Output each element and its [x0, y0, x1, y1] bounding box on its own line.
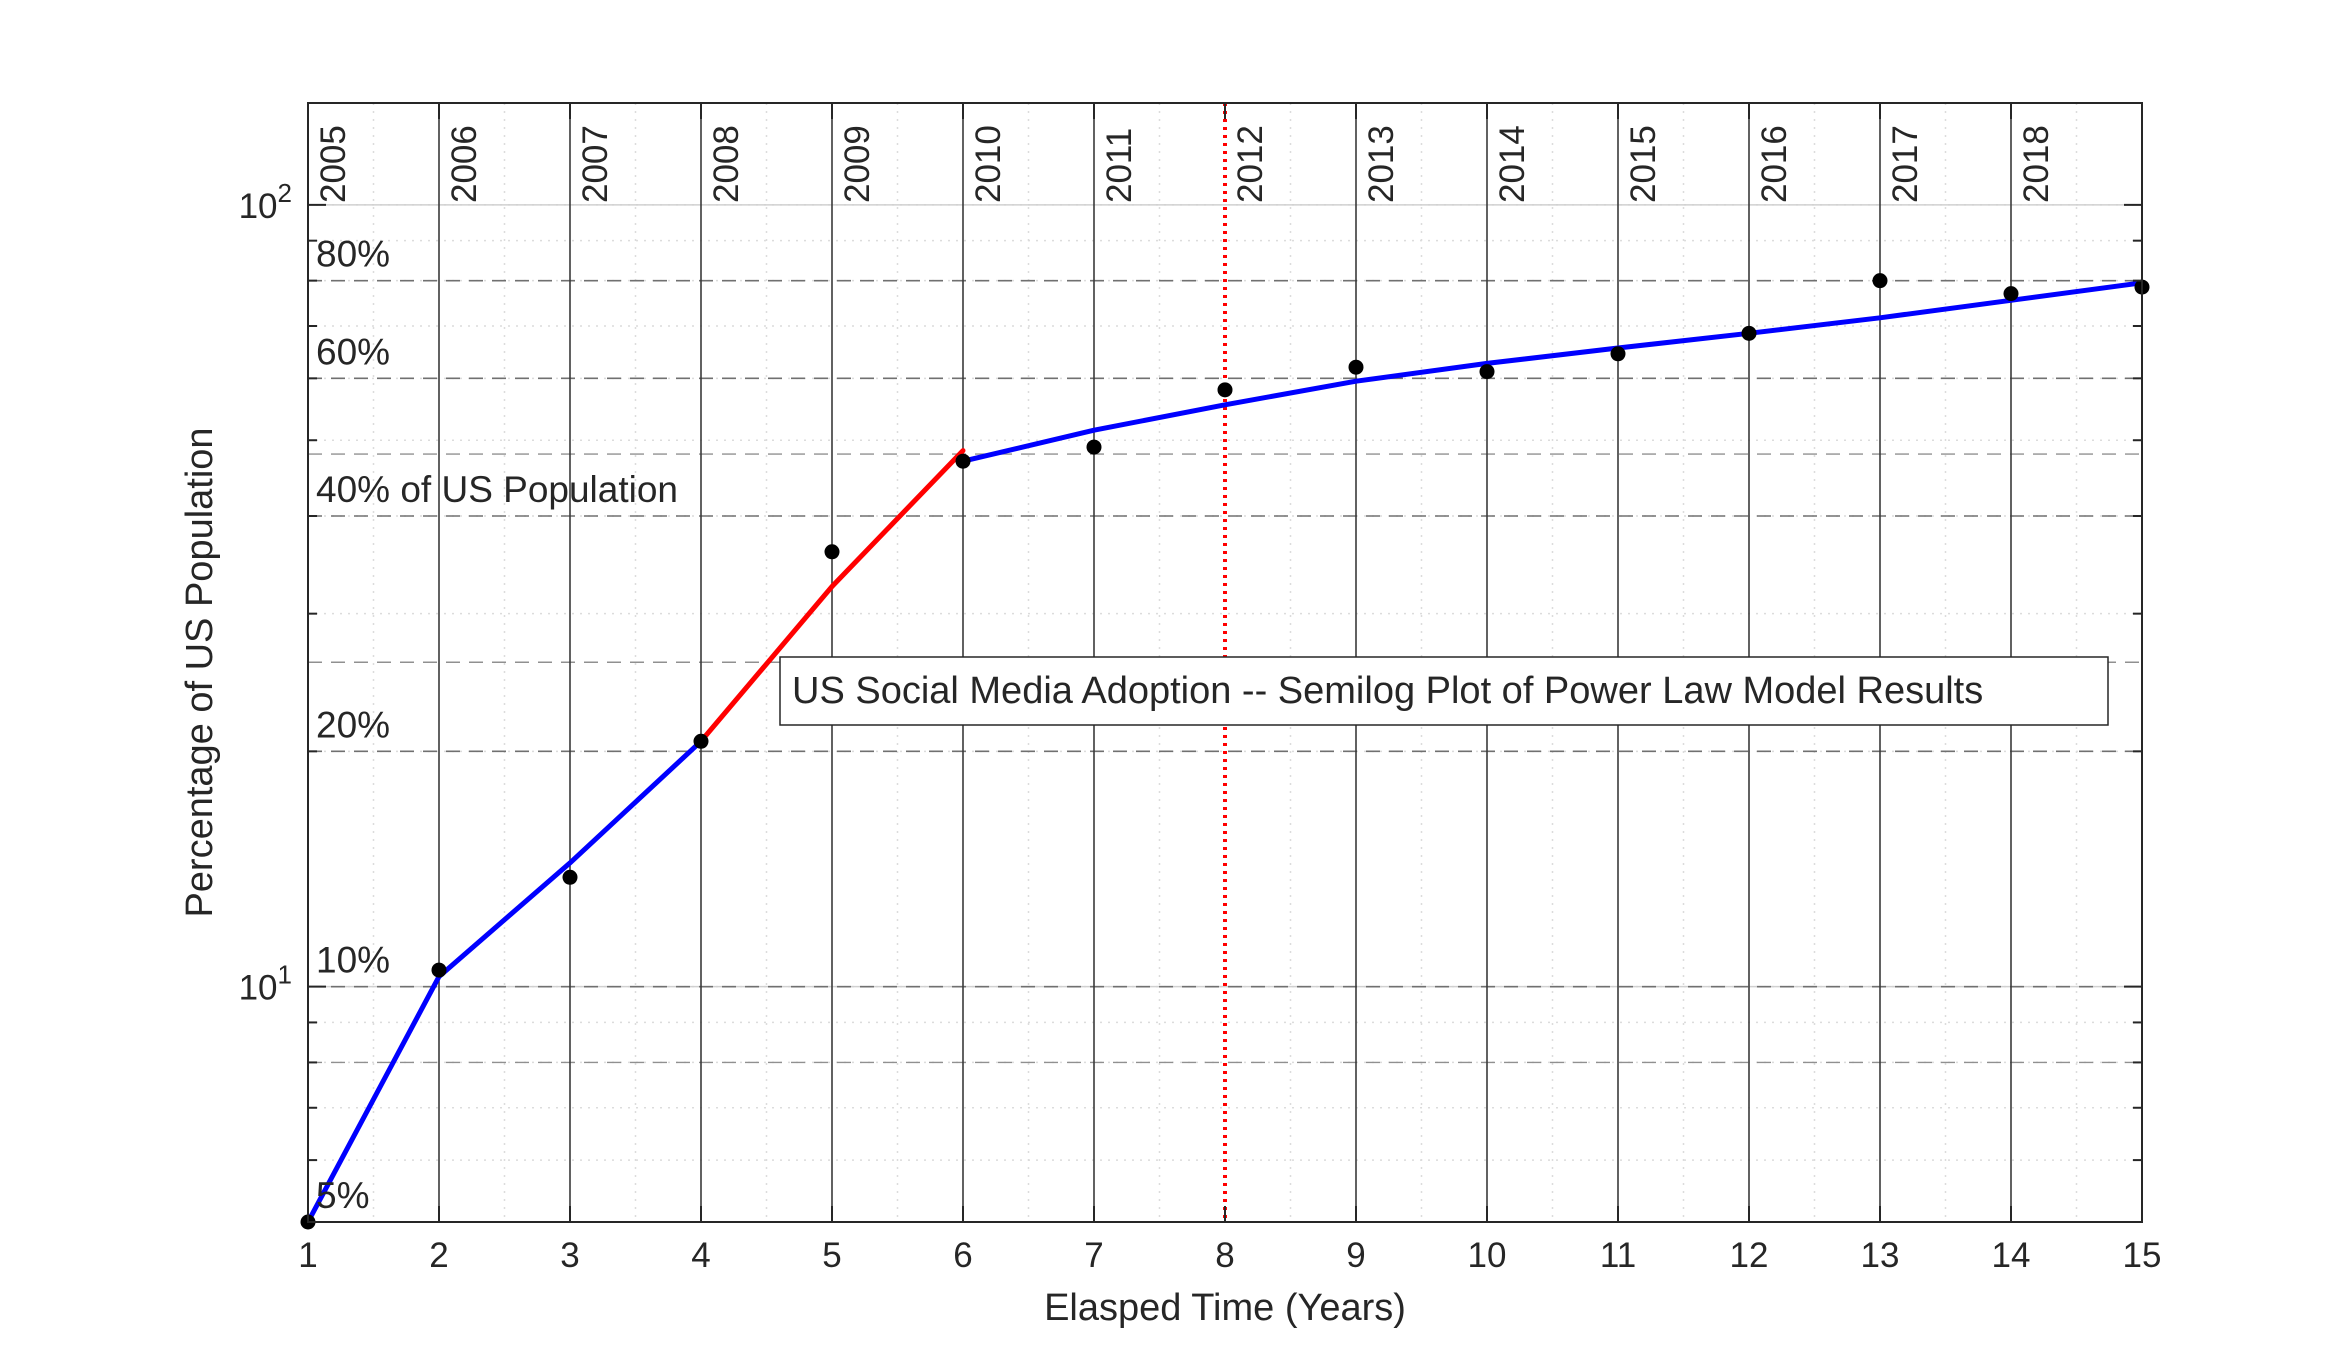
- y-tick-label: 102: [239, 178, 292, 226]
- x-tick-label: 5: [822, 1236, 841, 1275]
- x-tick-label: 14: [1992, 1236, 2031, 1275]
- year-label: 2008: [707, 125, 746, 203]
- x-tick-label: 12: [1730, 1236, 1769, 1275]
- data-point: [1479, 364, 1495, 380]
- year-label: 2006: [445, 125, 484, 203]
- year-label: 2017: [1886, 125, 1925, 203]
- year-labels: 2005 2006 2007 2008 2009 2010 2011 2012 2013 2014…: [314, 125, 2056, 203]
- y-tick-label: 101: [239, 960, 292, 1008]
- data-point: [1086, 439, 1102, 455]
- series-line-2: [698, 448, 966, 744]
- series-line-3: [960, 280, 2145, 464]
- x-tick-label: 8: [1215, 1236, 1234, 1275]
- year-label: 2018: [2017, 125, 2056, 203]
- percent-label: 40% of US Population: [316, 469, 678, 510]
- data-point: [1872, 273, 1888, 289]
- data-point: [431, 962, 447, 978]
- x-tick-label: 3: [560, 1236, 579, 1275]
- year-label: 2016: [1755, 125, 1794, 203]
- x-tick-label: 11: [1600, 1236, 1636, 1275]
- year-label: 2015: [1624, 125, 1663, 203]
- year-label: 2009: [838, 125, 877, 203]
- series-group: [305, 280, 2145, 1225]
- x-tick-label: 7: [1084, 1236, 1103, 1275]
- data-point: [693, 733, 709, 749]
- year-label: 2010: [969, 125, 1008, 203]
- year-label: 2011: [1100, 128, 1139, 203]
- percent-label: 5%: [316, 1175, 369, 1216]
- data-point: [562, 869, 578, 885]
- x-tick-label: 4: [691, 1236, 710, 1275]
- year-label: 2012: [1231, 125, 1270, 203]
- percent-label: 60%: [316, 331, 390, 372]
- data-point: [1741, 325, 1757, 341]
- data-point: [2003, 286, 2019, 302]
- x-tick-label: 9: [1346, 1236, 1365, 1275]
- y-axis-label: Percentage of US Population: [179, 427, 221, 917]
- data-point: [1610, 346, 1626, 362]
- x-tick-label: 13: [1861, 1236, 1900, 1275]
- data-point: [1348, 359, 1364, 375]
- x-tick-label: 2: [429, 1236, 448, 1275]
- series-line-1: [305, 738, 704, 1225]
- year-label: 2014: [1493, 125, 1532, 203]
- data-point: [955, 453, 971, 469]
- legend-text: US Social Media Adoption -- Semilog Plot…: [792, 670, 1983, 712]
- axes-frame: [307, 102, 2143, 1223]
- year-label: 2013: [1362, 125, 1401, 203]
- legend-frame: [779, 656, 2109, 726]
- x-tick-label: 15: [2123, 1236, 2162, 1275]
- x-tick-label: 1: [298, 1236, 317, 1275]
- x-tick-label: 6: [953, 1236, 972, 1275]
- legend-box: US Social Media Adoption -- Semilog Plot…: [779, 656, 2109, 726]
- year-label: 2007: [576, 125, 615, 203]
- major-grid: [308, 204, 2142, 988]
- data-point: [1217, 382, 1233, 398]
- x-axis-label: Elasped Time (Years): [1044, 1287, 1406, 1329]
- percent-labels: 80% 60% 40% of US Population 20% 10% 5%: [316, 234, 678, 1216]
- percent-label: 20%: [316, 704, 390, 745]
- percent-label: 10%: [316, 940, 390, 981]
- percent-label: 80%: [316, 234, 390, 275]
- data-point: [824, 544, 840, 560]
- year-label: 2005: [314, 125, 353, 203]
- x-tick-label: 10: [1468, 1236, 1507, 1275]
